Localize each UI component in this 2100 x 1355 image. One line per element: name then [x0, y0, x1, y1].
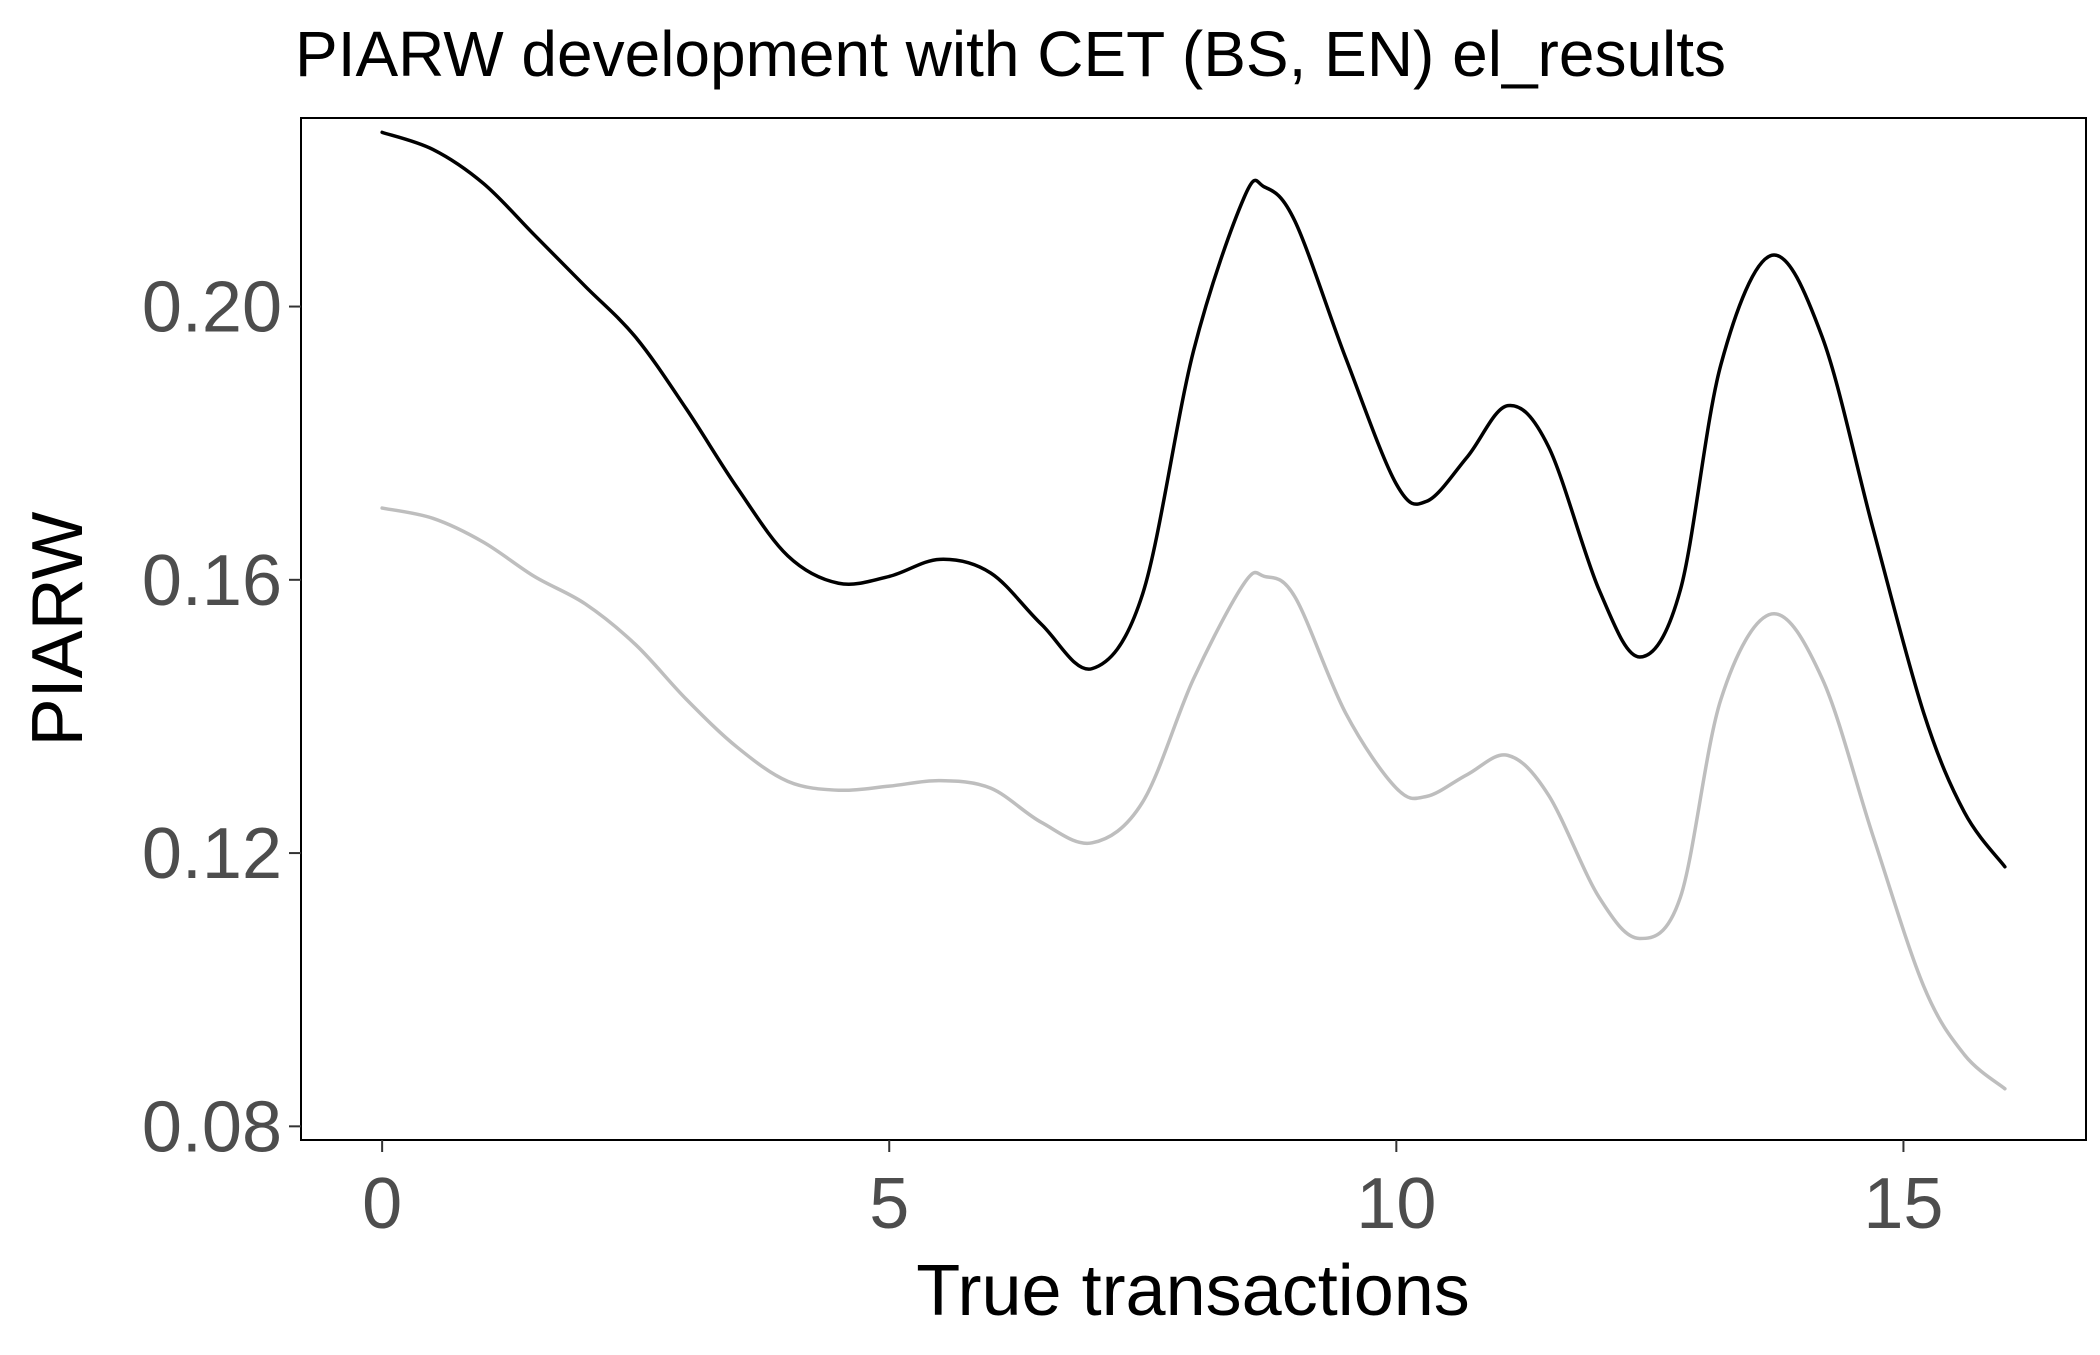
y-axis: 0.08 0.12 0.16 0.20 [142, 268, 301, 1167]
y-tick-label: 0.16 [142, 541, 282, 621]
x-axis: 0 5 10 15 [362, 1140, 1943, 1244]
series-line-2 [380, 506, 2007, 1091]
x-axis-label: True transactions [916, 1251, 1470, 1331]
plot-panel-border [300, 117, 2087, 1141]
series-line-1 [380, 130, 2007, 869]
y-tick-label: 0.08 [142, 1087, 282, 1167]
x-tick-label: 0 [362, 1164, 402, 1244]
y-tick-label: 0.12 [142, 814, 282, 894]
series-group [380, 130, 2007, 1091]
y-tick-label: 0.20 [142, 268, 282, 348]
y-axis-label: PIARW [18, 512, 98, 747]
x-tick-label: 5 [869, 1164, 909, 1244]
chart-title: PIARW development with CET (BS, EN) el_r… [295, 18, 1726, 90]
x-tick-label: 10 [1356, 1164, 1436, 1244]
x-tick-label: 15 [1863, 1164, 1943, 1244]
